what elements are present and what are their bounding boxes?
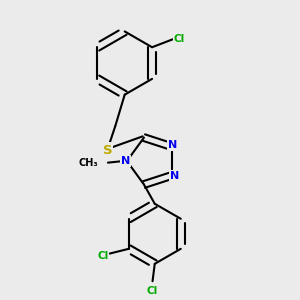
Text: CH₃: CH₃ bbox=[79, 158, 98, 168]
Text: S: S bbox=[103, 143, 112, 157]
Text: N: N bbox=[168, 140, 177, 150]
Text: Cl: Cl bbox=[97, 251, 108, 261]
Text: Cl: Cl bbox=[147, 286, 158, 296]
Text: N: N bbox=[121, 156, 130, 166]
Text: N: N bbox=[170, 171, 179, 181]
Text: Cl: Cl bbox=[173, 34, 184, 44]
